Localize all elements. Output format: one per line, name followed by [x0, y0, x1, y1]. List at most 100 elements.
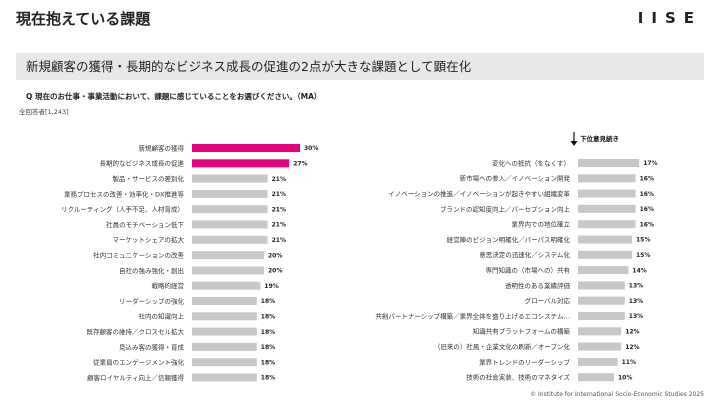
left-value-label: 21% — [272, 176, 286, 183]
page-title: 現在抱えている課題 — [16, 10, 151, 28]
left-bar — [192, 205, 268, 214]
left-bar — [192, 312, 257, 321]
left-category-label: 顧客ロイヤルティ向上／信頼獲得 — [87, 373, 184, 382]
right-category-label: 経営陣のビジョン明確化／パーパス明確化 — [447, 235, 571, 244]
right-value-label: 12% — [625, 344, 639, 351]
right-value-label: 11% — [622, 359, 636, 366]
left-category-label: 社内コミュニケーションの改善 — [93, 251, 184, 260]
left-bar — [192, 342, 257, 351]
left-bar — [192, 174, 268, 183]
left-bar — [192, 251, 264, 260]
right-category-label: 共創パートナーシップ構築／業界全体を盛り上げるエコシステム… — [375, 311, 570, 320]
right-bar — [578, 373, 614, 382]
left-category-label: 長期的なビジネス成長の促進 — [100, 159, 185, 168]
right-bar — [578, 220, 636, 229]
right-bar — [578, 235, 632, 244]
right-value-label: 12% — [625, 329, 639, 336]
left-bar — [192, 327, 257, 336]
lower-opinions-note: 下位意見続き — [580, 134, 619, 143]
left-value-label: 18% — [261, 298, 275, 305]
right-category-label: （旧来の）社風・企業文化の刷新／オープン化 — [434, 342, 571, 351]
right-category-label: 業界内での地位確立 — [512, 220, 571, 229]
left-value-label: 21% — [272, 222, 286, 229]
right-category-label: 透明性のある業績評価 — [505, 281, 571, 290]
right-bar — [578, 266, 629, 275]
right-category-label: 専門知識の（市場への）共有 — [486, 266, 571, 275]
right-bar — [578, 159, 640, 167]
left-bar — [192, 159, 290, 168]
left-category-label: 見込み客の獲得・育成 — [119, 342, 185, 351]
right-bar — [578, 342, 622, 351]
left-bar — [192, 297, 257, 305]
left-bar — [192, 235, 268, 244]
right-category-label: イノベーションの推進／イノベーションが起きやすい組織変革 — [388, 189, 570, 198]
right-bar — [578, 174, 636, 183]
left-value-label: 18% — [261, 329, 275, 336]
left-bar — [192, 189, 268, 198]
right-value-label: 16% — [640, 176, 654, 183]
left-value-label: 21% — [272, 191, 286, 198]
respondent-count: 全回答者[1,243] — [19, 108, 69, 116]
down-arrow-head-icon — [570, 141, 578, 146]
right-bar — [578, 281, 625, 290]
right-value-label: 10% — [618, 374, 632, 381]
right-value-label: 13% — [629, 283, 643, 290]
brand-logo: IISE — [637, 9, 702, 27]
right-bar — [578, 327, 622, 336]
right-category-label: 知識共有プラットフォームの構築 — [473, 327, 571, 336]
left-category-label: 製品・サービスの差別化 — [113, 174, 185, 183]
left-category-label: 戦略的経営 — [152, 281, 185, 290]
left-bar — [192, 266, 264, 275]
left-category-label: 新規顧客の獲得 — [139, 143, 185, 152]
right-value-label: 16% — [640, 221, 654, 228]
left-value-label: 20% — [268, 268, 282, 275]
right-category-label: 技術の社会実装、技術のマネタイズ — [466, 373, 570, 382]
left-value-label: 27% — [293, 161, 307, 168]
right-category-label: 新市場への参入／イノベーション開発 — [460, 174, 571, 183]
right-bar — [578, 189, 636, 198]
left-bar — [192, 358, 257, 367]
right-bar — [578, 250, 632, 259]
right-value-label: 15% — [636, 252, 650, 259]
right-bar — [578, 296, 625, 305]
left-category-label: 自社の強み強化・創出 — [119, 266, 184, 275]
right-category-label: 意思決定の迅速化／システム化 — [479, 250, 570, 259]
right-category-label: グローバル対応 — [525, 296, 571, 305]
survey-question: Q 現在のお仕事・事業活動において、課題に感じていることをお選びください。（MA… — [26, 92, 322, 101]
right-bar — [578, 357, 618, 366]
left-value-label: 18% — [261, 375, 275, 382]
right-category-label: 業界トレンドのリーダーシップ — [479, 357, 570, 366]
left-category-label: 従業員のエンゲージメント強化 — [93, 358, 184, 367]
left-category-label: リクルーティング（人手不足、人材育成） — [61, 205, 184, 214]
left-bar — [192, 373, 257, 382]
left-category-label: 既存顧客の維持／クロスセル拡大 — [87, 327, 185, 336]
left-category-label: リーダーシップの強化 — [119, 296, 184, 305]
left-value-label: 19% — [264, 283, 278, 290]
left-value-label: 30% — [304, 145, 318, 152]
left-category-label: 社員のモチベーション低下 — [106, 220, 184, 229]
headline-banner: 新規顧客の獲得・長期的なビジネス成長の促進の2点が大きな課題として顕在化 — [16, 53, 704, 80]
left-value-label: 21% — [272, 237, 286, 244]
left-value-label: 20% — [268, 252, 282, 259]
right-bar — [578, 312, 625, 320]
right-value-label: 13% — [629, 313, 643, 320]
left-category-label: 社内の知識向上 — [139, 312, 185, 321]
right-value-label: 15% — [636, 237, 650, 244]
copyright-footer: © Institute for International Socio-Econ… — [530, 391, 704, 398]
left-value-label: 18% — [261, 314, 275, 321]
left-category-label: マーケットシェアの拡大 — [113, 235, 185, 244]
left-bar — [192, 281, 261, 290]
right-value-label: 17% — [643, 160, 657, 167]
right-value-label: 16% — [640, 191, 654, 198]
left-value-label: 18% — [261, 344, 275, 351]
right-category-label: ブランドの認知度向上／パーセプション向上 — [440, 204, 571, 213]
left-category-label: 業務プロセスの改善・効率化・DX推進等 — [64, 189, 184, 198]
right-value-label: 16% — [640, 206, 654, 213]
headline-text: 新規顧客の獲得・長期的なビジネス成長の促進の2点が大きな課題として顕在化 — [26, 59, 472, 74]
left-bar — [192, 220, 268, 229]
right-bar — [578, 204, 636, 213]
left-value-label: 21% — [272, 206, 286, 213]
right-category-label: 変化への抵抗（をなくす） — [492, 158, 570, 167]
left-value-label: 18% — [261, 359, 275, 366]
